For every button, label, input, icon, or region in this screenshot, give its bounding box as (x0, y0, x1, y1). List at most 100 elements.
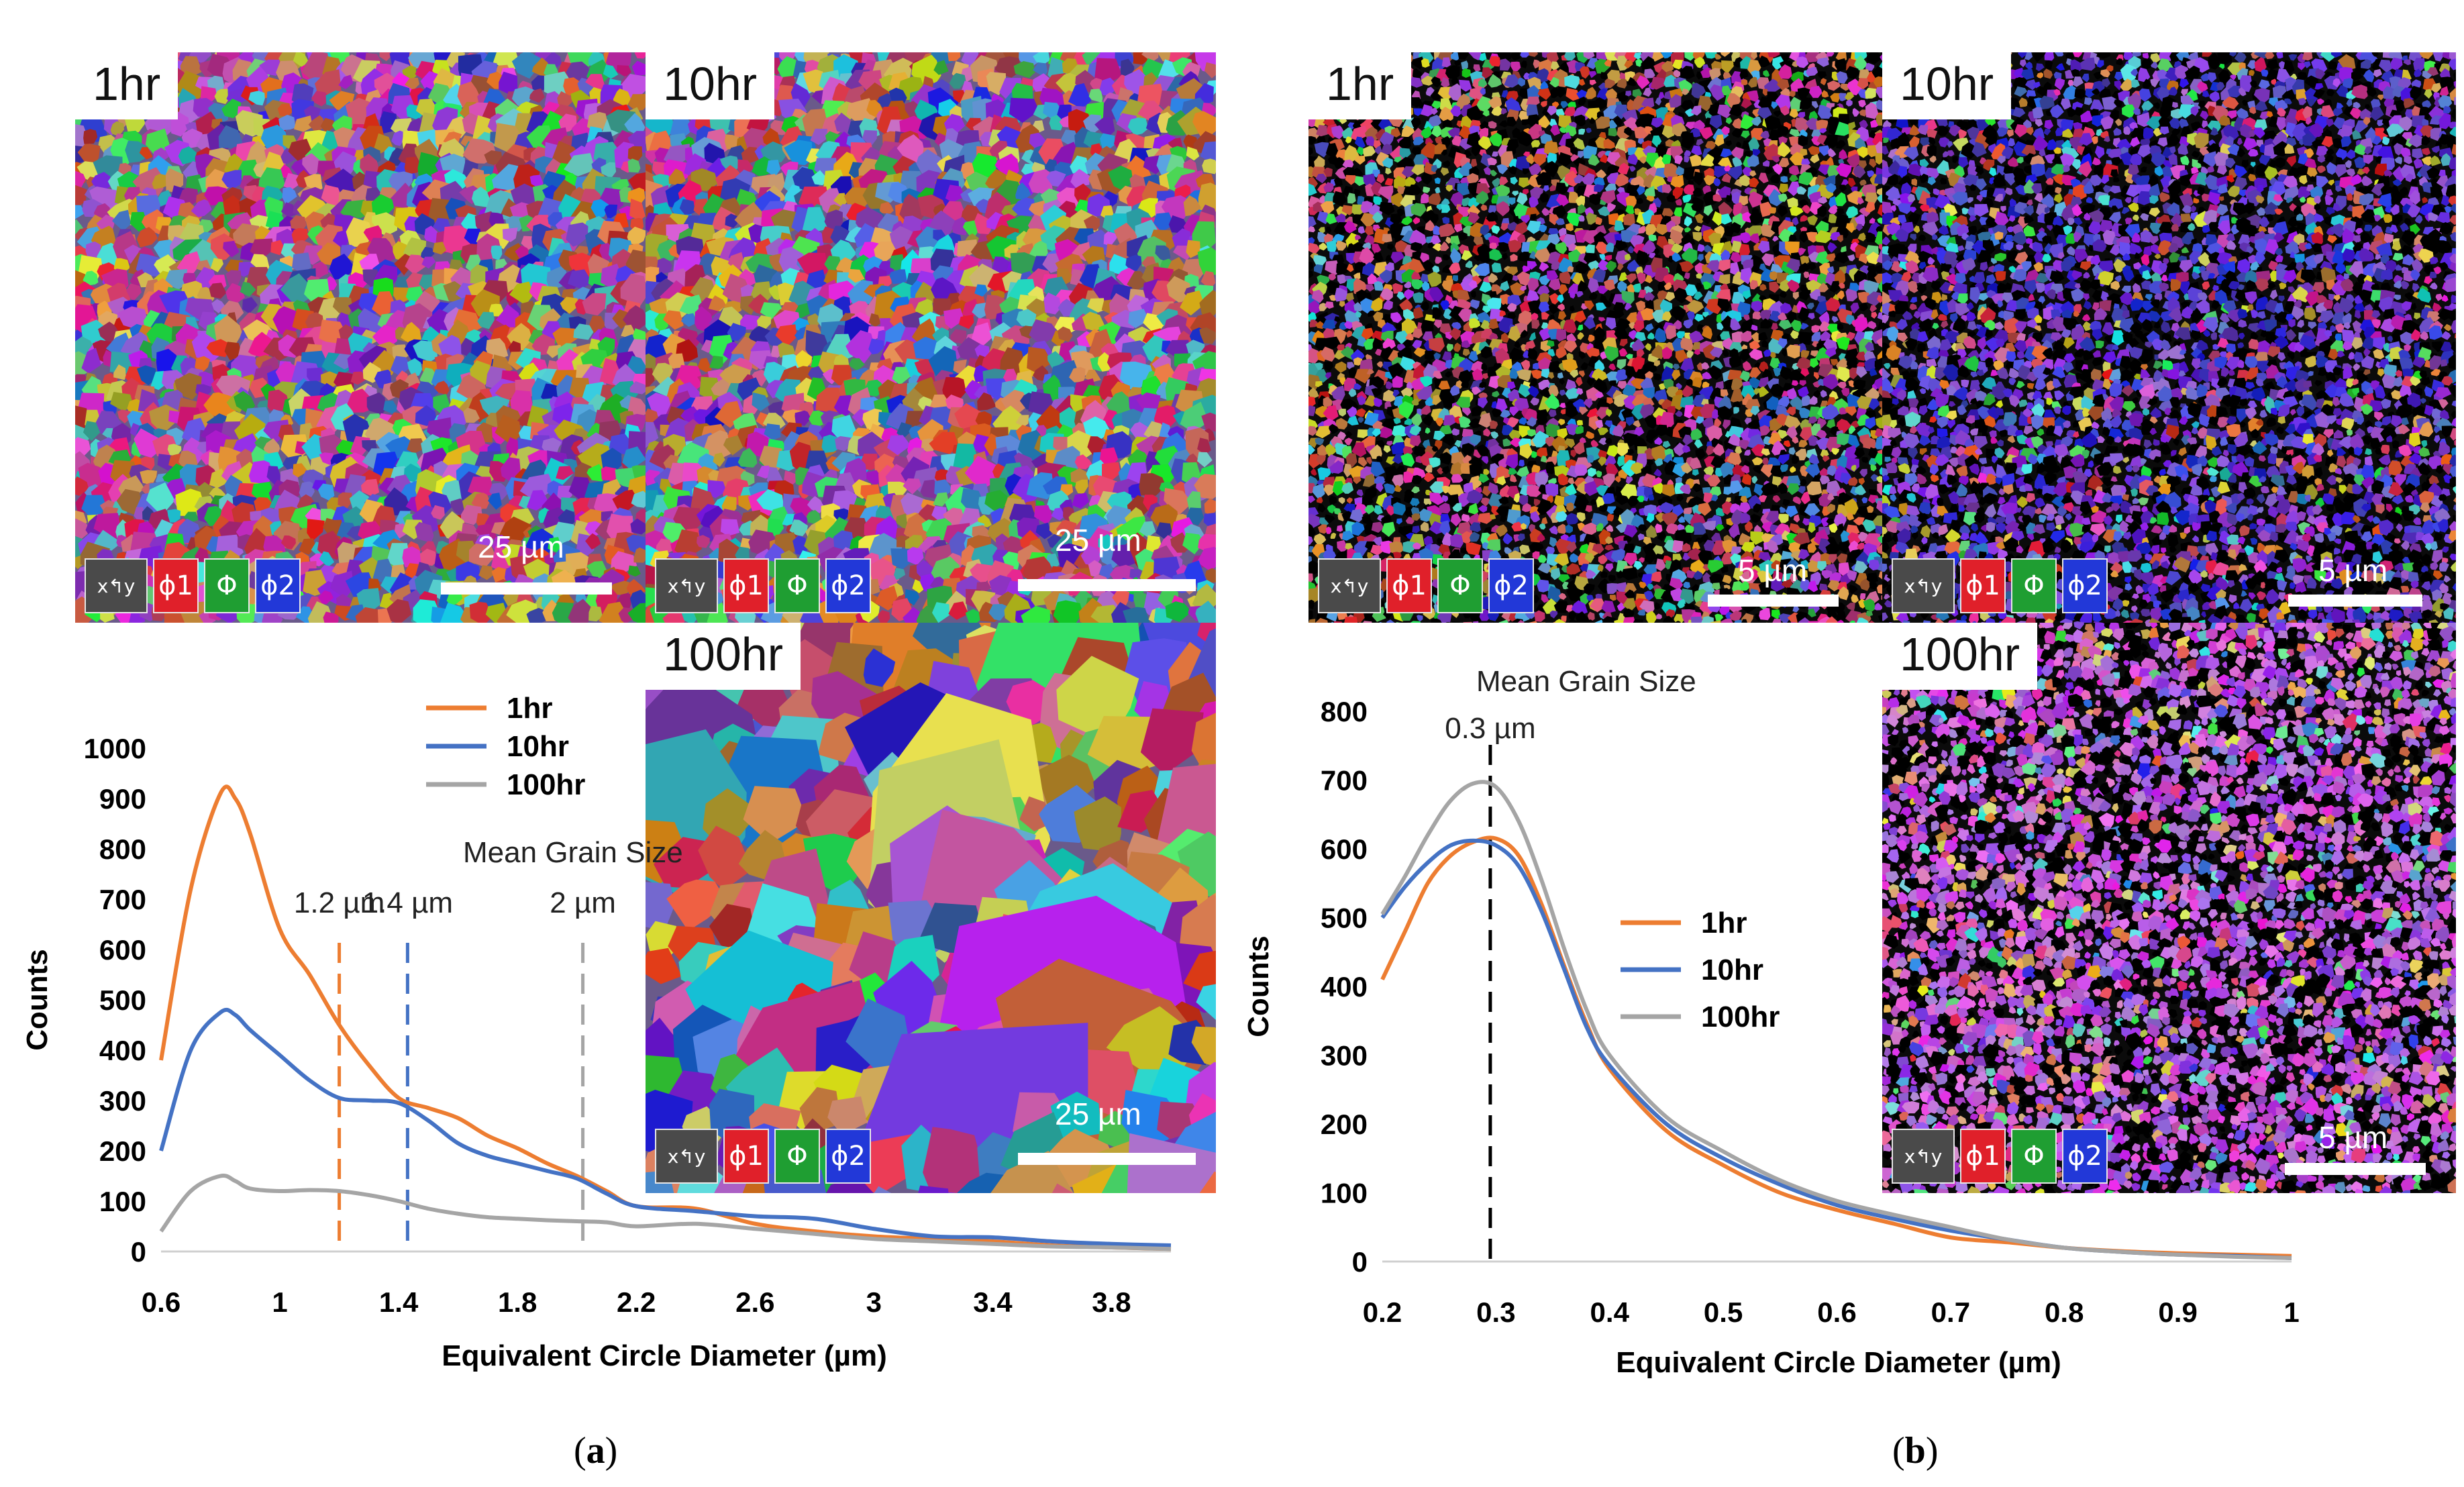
grain (355, 607, 383, 623)
grain (1165, 601, 1192, 622)
grain (1504, 74, 1521, 88)
grain (486, 338, 509, 359)
grain (77, 144, 101, 163)
grain (1058, 326, 1073, 342)
grain (585, 74, 605, 91)
grain (332, 297, 352, 315)
grain (792, 167, 819, 193)
grain (1033, 62, 1048, 77)
euler-key: x↰y ϕ1 Φ ϕ2 (655, 1129, 871, 1184)
grain (1141, 52, 1159, 62)
grain (113, 364, 126, 380)
grain (631, 491, 646, 508)
grain (1192, 111, 1216, 136)
grain (1140, 708, 1204, 775)
grain (110, 392, 134, 412)
time-label: 1hr (75, 52, 178, 119)
grain (116, 489, 143, 515)
scalebar (1018, 579, 1196, 591)
grain (1592, 97, 1607, 110)
grain (81, 348, 101, 374)
grain (1068, 83, 1092, 109)
grain (1528, 52, 1539, 57)
phi1-key: ϕ1 (723, 558, 769, 613)
grain (224, 342, 242, 361)
grain (1179, 894, 1216, 956)
grain (387, 599, 412, 623)
grain (1033, 52, 1050, 66)
grain (1448, 83, 1461, 101)
grain (1757, 96, 1773, 110)
grain (679, 199, 695, 215)
grain (586, 560, 608, 579)
grain (806, 509, 821, 525)
grain (1564, 74, 1581, 89)
grain (112, 209, 132, 232)
grain (1150, 504, 1179, 534)
grain (552, 327, 578, 348)
grain (1094, 117, 1115, 137)
grain (1600, 72, 1608, 80)
grain (1421, 58, 1430, 68)
grain (1876, 99, 1882, 111)
grain (949, 72, 966, 89)
grain (391, 130, 403, 146)
grain (1100, 133, 1115, 150)
grain (1694, 56, 1706, 68)
grain (903, 513, 929, 542)
grain (1797, 111, 1806, 119)
grain (1839, 93, 1847, 101)
grain (1045, 553, 1060, 569)
grain (749, 325, 773, 346)
grain (1818, 71, 1827, 79)
grain (1789, 109, 1799, 118)
scalebar (441, 582, 612, 595)
grain (511, 86, 535, 106)
grain (1382, 234, 1392, 243)
grain (1721, 60, 1734, 74)
grain (784, 140, 813, 166)
grain (920, 574, 935, 592)
grain (767, 518, 784, 537)
grain (1084, 369, 1101, 382)
grain (1204, 62, 1216, 79)
grain (965, 609, 981, 623)
grain (1661, 52, 1673, 59)
grain (542, 438, 562, 456)
grain (1441, 76, 1450, 88)
grain (1013, 61, 1035, 79)
grain (1137, 83, 1166, 107)
grain (1804, 52, 1821, 63)
grain (189, 52, 212, 64)
grain (323, 611, 339, 623)
grain (366, 392, 386, 415)
grain (1439, 107, 1454, 122)
grain (931, 506, 947, 522)
grain (508, 340, 521, 355)
grain (586, 464, 605, 482)
grain (509, 281, 534, 305)
grain (1578, 96, 1586, 106)
grain (1153, 405, 1178, 429)
grain (250, 254, 270, 271)
grain (1590, 79, 1597, 86)
axes-icon: x↰y (655, 1129, 718, 1184)
grain (1857, 78, 1869, 90)
grain (299, 481, 315, 499)
grain (631, 60, 646, 76)
grain (925, 544, 954, 572)
grain (361, 478, 380, 497)
ebsd-map-a-1hr: 1hr x↰y ϕ1 Φ ϕ2 25 µm (75, 52, 646, 623)
grain (471, 493, 491, 509)
grain (1604, 59, 1612, 67)
grain (1431, 107, 1438, 115)
grain (1541, 107, 1550, 116)
grain (1627, 76, 1637, 87)
grain (656, 538, 674, 554)
grain (1015, 415, 1029, 427)
grain (248, 460, 274, 484)
grain (1430, 89, 1441, 100)
grain (1739, 69, 1749, 80)
grain (671, 507, 701, 534)
grain (958, 314, 974, 329)
